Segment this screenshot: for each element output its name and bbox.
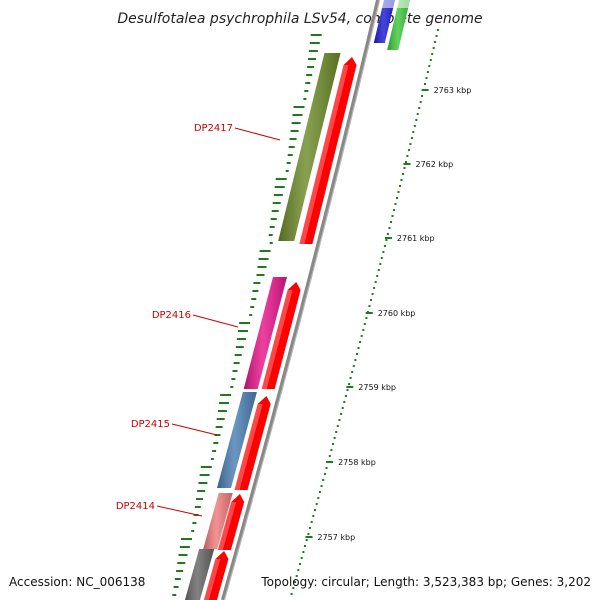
- gene-label-DP2415: DP2415: [131, 419, 170, 430]
- kbp-tick-label: 2757 kbp: [318, 533, 356, 542]
- label-leader-line: [234, 127, 281, 141]
- kbp-tick-label: 2760 kbp: [378, 309, 416, 318]
- cds-arrow: [299, 57, 357, 244]
- kbp-tick-label: 2761 kbp: [397, 234, 435, 243]
- kbp-tick-label: 2759 kbp: [358, 383, 396, 392]
- gene-labels: DP2417 DP2416 DP2415 DP2414: [116, 123, 281, 517]
- cds-track: [203, 57, 357, 600]
- gene-label-DP2414: DP2414: [116, 501, 155, 512]
- kbp-ruler: 2763 kbp 2762 kbp 2761 kbp 2760 kbp 2759 kbp…: [290, 29, 472, 595]
- cds-arrow: [217, 494, 245, 550]
- label-leader-line: [192, 314, 239, 328]
- cds-arrow: [261, 282, 301, 389]
- gene-label-DP2417: DP2417: [194, 123, 233, 134]
- kbp-tick-label: 2763 kbp: [434, 86, 472, 95]
- label-leader-line: [156, 505, 203, 517]
- map-title: Desulfotalea psychrophila LSv54, complet…: [117, 11, 482, 27]
- genome-stats-text: Topology: circular; Length: 3,523,383 bp…: [261, 575, 591, 589]
- gene-track: [184, 0, 413, 600]
- kbp-tick-label: 2762 kbp: [416, 160, 454, 169]
- label-leader-line: [171, 423, 218, 436]
- backbone-line: [220, 0, 380, 600]
- backbone: [220, 0, 380, 600]
- gene-label-DP2416: DP2416: [152, 310, 191, 321]
- cds-arrow: [234, 396, 271, 490]
- gc-skew-track: [172, 34, 322, 596]
- kbp-tick-label: 2758 kbp: [338, 458, 376, 467]
- cds-arrow: [203, 551, 229, 600]
- accession-text: Accession: NC_006138: [9, 575, 146, 589]
